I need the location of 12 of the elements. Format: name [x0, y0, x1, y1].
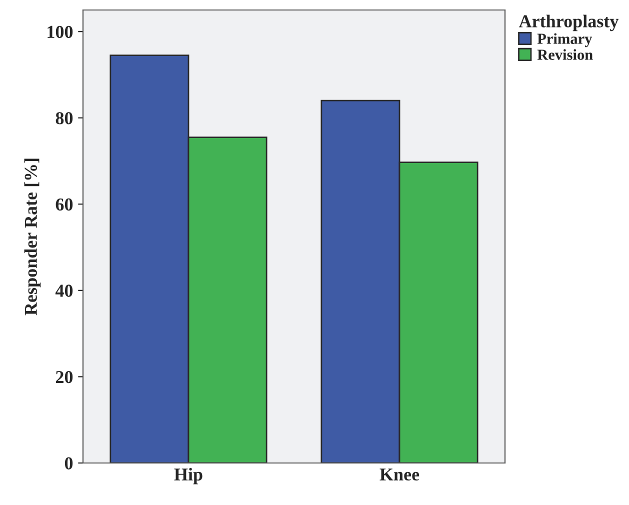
legend-label: Primary [537, 33, 592, 48]
y-tick-label: 0 [64, 457, 73, 470]
y-tick-label: 80 [56, 112, 73, 124]
x-tick-label: Hip [174, 468, 202, 484]
y-tick-label: 60 [56, 198, 73, 211]
x-tick-label: Knee [380, 468, 420, 481]
y-tick-label: 100 [48, 26, 73, 38]
y-axis-title: Responder Rate [%] [24, 158, 41, 316]
y-tick-label: 20 [56, 370, 73, 384]
y-tick-label: 40 [55, 284, 73, 297]
legend-label: Revision [537, 49, 593, 60]
legend-title: Arthroplasty [518, 14, 619, 32]
